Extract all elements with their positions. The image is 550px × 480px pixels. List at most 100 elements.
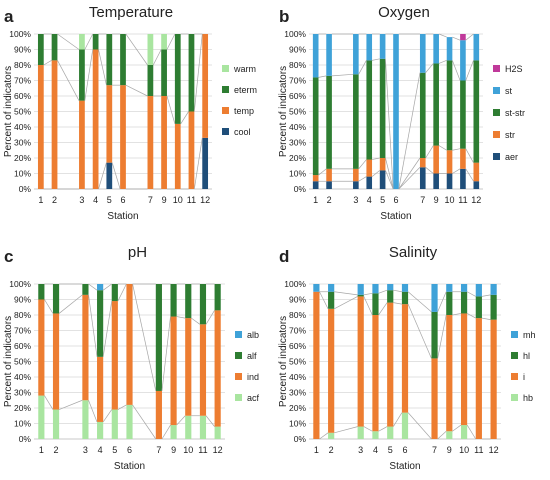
chart-title: Temperature <box>89 4 173 21</box>
bar-mh <box>431 284 438 312</box>
bar-temp <box>120 85 126 189</box>
bar-mh <box>401 284 409 292</box>
y-tick-label: 60% <box>289 91 306 101</box>
x-tick-label: 3 <box>353 195 358 205</box>
y-tick-label: 70% <box>14 326 31 336</box>
y-tick-label: 30% <box>289 388 306 398</box>
x-tick-label: 2 <box>329 445 334 455</box>
bar-hb <box>446 431 453 439</box>
legend-swatch-warm <box>222 65 229 72</box>
legend-swatch-str <box>493 131 500 138</box>
bar-alb <box>97 284 104 291</box>
bar-alf <box>82 284 89 295</box>
legend-label-i: i <box>523 372 525 382</box>
connector-temp <box>125 84 148 97</box>
connector-str <box>318 168 327 176</box>
connector-st-str <box>425 63 434 73</box>
bar-H2S <box>460 34 466 41</box>
bar-i <box>387 302 394 427</box>
x-tick-label: 5 <box>107 195 112 205</box>
connector-st-str <box>465 60 474 81</box>
connector-ind <box>58 294 83 314</box>
connector-st-str <box>318 75 327 78</box>
bar-acf <box>52 409 60 439</box>
bar-hl <box>475 296 482 319</box>
y-tick-label: 100% <box>9 279 31 289</box>
bar-alf <box>199 284 207 325</box>
legend-swatch-alb <box>235 331 242 338</box>
bar-acf <box>82 400 89 439</box>
legend-swatch-st <box>493 87 500 94</box>
bar-st <box>446 37 453 61</box>
y-tick-label: 60% <box>14 91 31 101</box>
bar-st-str <box>312 77 319 176</box>
y-tick-label: 10% <box>14 169 31 179</box>
panel-c: c pH 0% 10% 20% 30% 40% 50% 60% 70% 80% 90% 100% Perc… <box>3 244 260 472</box>
y-tick-label: 10% <box>14 419 31 429</box>
connector-st-str <box>398 72 421 190</box>
legend-swatch-H2S <box>493 65 500 72</box>
y-tick-label: 80% <box>14 60 31 70</box>
legend-label-ind: ind <box>247 372 259 382</box>
legend-label-mh: mh <box>523 330 536 340</box>
bar-ind <box>82 294 89 401</box>
bar-st-str <box>419 72 426 158</box>
connector-alf <box>88 283 98 291</box>
y-tick-label: 70% <box>289 76 306 86</box>
bar-i <box>372 315 379 432</box>
bar-warm <box>147 34 154 65</box>
legend-label-eterm: eterm <box>234 85 257 95</box>
bar-st <box>353 34 359 75</box>
y-tick-label: 60% <box>14 341 31 351</box>
connector-eterm <box>84 33 94 50</box>
bar-i <box>357 296 364 427</box>
bar-st <box>460 40 466 81</box>
connector-acf <box>102 409 113 423</box>
chart-title: Oxygen <box>378 4 430 21</box>
legend-swatch-ind <box>235 373 242 380</box>
bar-eterm <box>174 34 181 124</box>
connector-hb <box>363 426 373 432</box>
connector-hl <box>393 289 402 293</box>
y-tick-label: 80% <box>14 310 31 320</box>
connector-i <box>437 314 447 359</box>
connector-eterm <box>152 49 162 66</box>
bar-eterm <box>147 65 154 96</box>
bar-aer <box>312 181 319 189</box>
panel-a: a Temperature 0% 10% 20% 30% 40% 50% 60% 70% 80% 90… <box>3 4 257 222</box>
bar-str <box>326 168 332 182</box>
bar-str <box>460 148 466 169</box>
x-tick-label: 12 <box>200 195 210 205</box>
connector-ind <box>161 316 171 391</box>
x-axis-label: Station <box>389 461 420 472</box>
connector-str <box>385 157 394 190</box>
bar-mh <box>372 284 379 294</box>
connector-aer <box>425 167 434 174</box>
bar-i <box>446 315 453 432</box>
connector-hl <box>378 289 388 294</box>
legend-label-acf: acf <box>247 393 260 403</box>
connector-hb <box>393 412 403 427</box>
chart-title: Salinity <box>389 244 438 261</box>
bar-str <box>353 168 359 182</box>
connector-str <box>438 145 447 151</box>
y-axis-label: Percent of indicators <box>278 316 289 407</box>
connector-acf <box>117 404 127 410</box>
x-tick-label: 9 <box>171 445 176 455</box>
x-tick-label: 9 <box>447 445 452 455</box>
y-tick-label: 40% <box>289 122 306 132</box>
connector-hb <box>319 432 329 440</box>
bar-ind <box>185 318 192 416</box>
bar-st <box>433 34 439 64</box>
bar-eterm <box>37 34 44 65</box>
bar-ind <box>155 390 162 439</box>
connector-acf <box>161 424 171 440</box>
y-tick-label: 90% <box>289 45 306 55</box>
legend-label-hb: hb <box>523 393 533 403</box>
y-tick-label: 90% <box>14 45 31 55</box>
bar-mh <box>446 284 453 292</box>
x-tick-label: 1 <box>313 195 318 205</box>
connector-i <box>319 291 329 309</box>
connector-st <box>452 36 461 41</box>
